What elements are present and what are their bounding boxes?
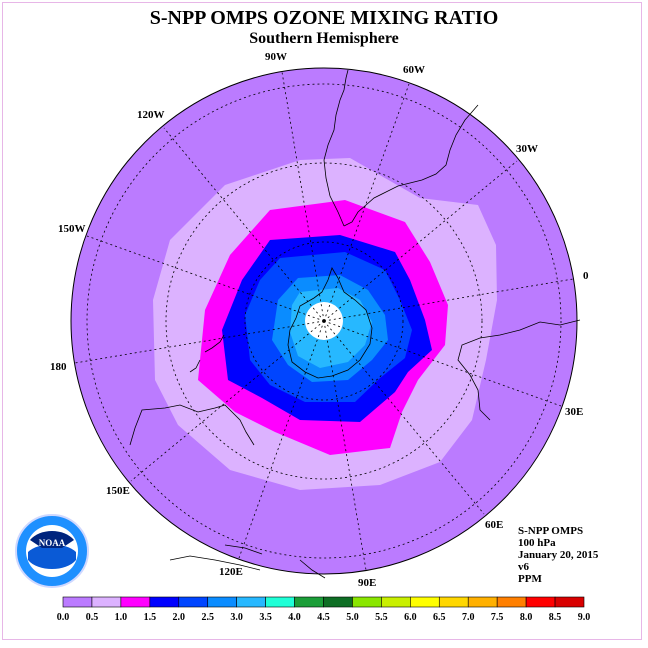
colorbar-label: 0.5 [86,612,99,623]
colorbar-swatch [149,596,180,608]
graticule [74,71,574,571]
colorbar-label: 8.0 [520,612,533,623]
info-date: January 20, 2015 [518,549,599,561]
info-level: 100 hPa [518,537,556,549]
colorbar-swatch [62,596,93,608]
lon-label-150w: 150W [58,223,86,235]
colorbar-label: 7.5 [491,612,504,623]
colorbar-swatch [120,596,151,608]
colorbar-swatch [207,596,237,608]
lon-label-90e: 90E [358,577,376,589]
map-title: S-NPP OMPS OZONE MIXING RATIO [149,7,499,29]
colorbar-swatch [265,596,295,608]
lon-label-60w: 60W [403,64,425,76]
lon-label-60e: 60E [485,519,503,531]
info-instrument: S-NPP OMPS [518,525,584,537]
colorbar-label: 2.0 [173,612,186,623]
noaa-logo: NOAA [15,514,89,588]
colorbar-label: 4.5 [317,612,330,623]
page-border [2,2,642,640]
colorbar-swatch [178,596,209,608]
colorbar-swatch [323,596,353,608]
colorbar-label: 9.0 [578,612,591,623]
colorbar-swatch [91,596,122,608]
colorbar-label: 5.0 [346,612,359,623]
map-outline [70,67,578,575]
colorbar-label: 5.5 [375,612,388,623]
colorbar-label: 4.0 [288,612,301,623]
colorbar-label: 3.0 [230,612,243,623]
noaa-logo-text: NOAA [39,538,66,548]
colorbar-label: 7.0 [462,612,475,623]
colorbar-label: 0.0 [57,612,70,623]
lon-label-90w: 90W [265,51,287,63]
colorbar-swatch [410,596,440,608]
colorbar-label: 8.5 [549,612,562,623]
lon-label-30w: 30W [516,143,538,155]
colorbar-label: 3.5 [259,612,272,623]
colorbar-label: 2.5 [201,612,214,623]
lon-label-0: 0 [583,270,589,282]
info-block: S-NPP OMPS 100 hPa January 20, 2015 v6 P… [518,525,598,585]
colorbar-swatch [467,596,498,608]
info-units: PPM [518,573,542,585]
lon-label-120e: 120E [219,566,243,578]
colorbar-swatch [496,596,527,608]
coastlines [129,69,581,579]
colorbar-swatch [352,596,382,608]
colorbar-label: 6.5 [433,612,446,623]
map-subtitle: Southern Hemisphere [249,30,399,47]
colorbar-label: 1.5 [144,612,157,623]
colorbar-label: 1.0 [115,612,128,623]
colorbar-swatch [294,596,324,608]
lon-label-120w: 120W [137,109,165,121]
colorbar-swatch [554,596,585,608]
lon-label-180: 180 [50,361,67,373]
colorbar-swatch [525,596,556,608]
colorbar-swatch [438,596,469,608]
colorbar-swatch [236,596,266,608]
colorbar-label: 6.0 [404,612,417,623]
colorbar-swatch [381,596,411,608]
lon-label-30e: 30E [565,406,583,418]
colorbar: 0.0 0.5 1.0 1.5 2.0 2.5 3.0 3.5 4.0 4.5 5.0 5.5 6.0 6… [57,596,591,623]
info-version: v6 [518,561,529,573]
pole-dot [322,319,326,323]
lon-label-150e: 150E [106,485,130,497]
